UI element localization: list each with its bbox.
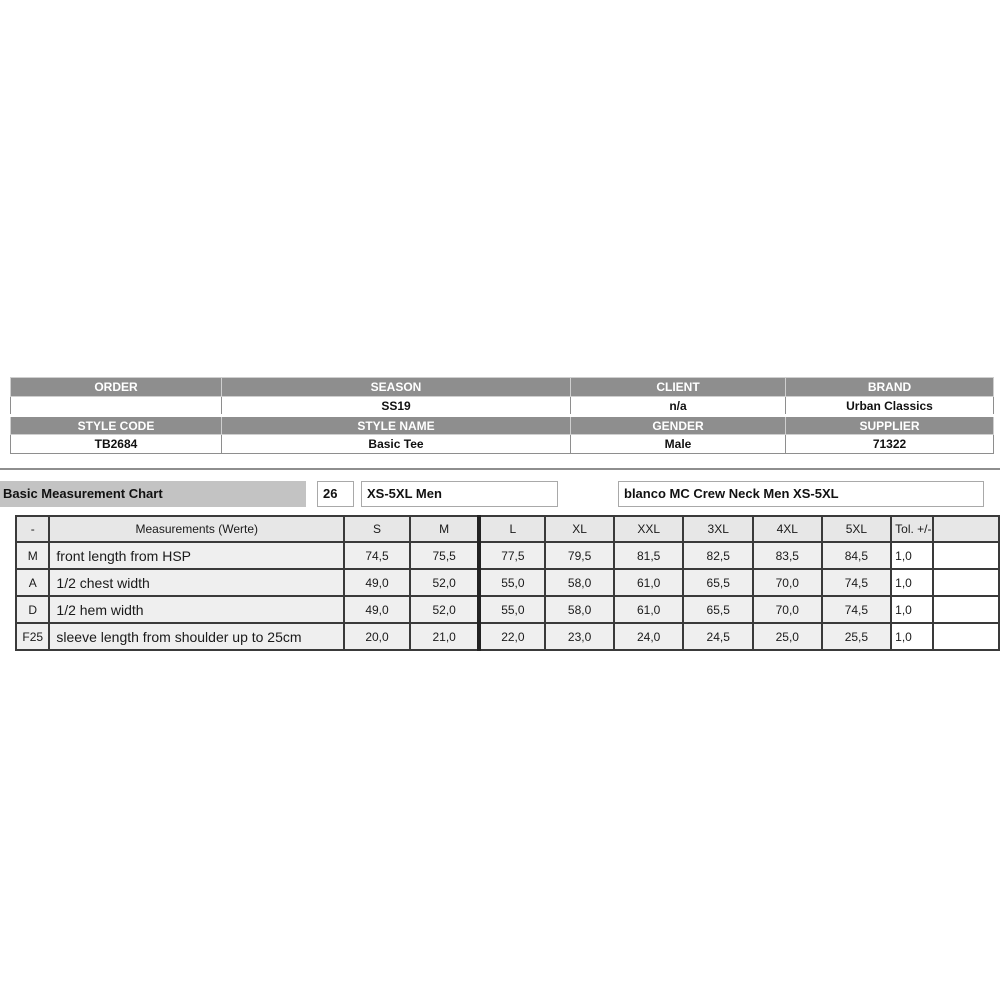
order-header: ORDER: [10, 377, 222, 397]
value-3xl: 65,5: [682, 595, 754, 624]
col-header-xl: XL: [544, 515, 615, 543]
value-empty: [931, 622, 1000, 651]
row-name: sleeve length from shoulder up to 25cm: [48, 622, 346, 651]
season-value: SS19: [221, 396, 571, 416]
value-tolerance: 1,0: [890, 568, 934, 597]
supplier-value: 71322: [785, 434, 994, 454]
gender-value: Male: [570, 434, 786, 454]
size-range-field: XS-5XL Men: [361, 481, 558, 507]
value-4xl: 70,0: [752, 595, 823, 624]
info-value-row-2: TB2684 Basic Tee Male 71322: [10, 434, 994, 454]
measurement-row-front-length: M front length from HSP 74,5 75,5 77,5 7…: [14, 541, 1000, 570]
measurement-header-row: - Measurements (Werte) S M L XL XXL 3XL …: [14, 515, 1000, 543]
measurement-table: - Measurements (Werte) S M L XL XXL 3XL …: [14, 515, 1000, 651]
value-l: 55,0: [477, 595, 547, 624]
order-value: [10, 396, 222, 416]
row-name: 1/2 chest width: [48, 568, 346, 597]
row-code: A: [14, 568, 51, 597]
gender-header: GENDER: [570, 414, 786, 435]
style-code-header: STYLE CODE: [10, 414, 222, 435]
col-header-4xl: 4XL: [752, 515, 823, 543]
value-empty: [931, 568, 1000, 597]
value-5xl: 84,5: [820, 541, 893, 570]
value-4xl: 25,0: [752, 622, 823, 651]
value-4xl: 83,5: [752, 541, 823, 570]
info-header-row-1: ORDER SEASON CLIENT BRAND: [10, 377, 994, 397]
value-l: 55,0: [477, 568, 547, 597]
value-xl: 79,5: [544, 541, 615, 570]
value-xl: 58,0: [544, 595, 615, 624]
value-m: 52,0: [408, 568, 481, 597]
row-code: D: [14, 595, 51, 624]
value-s: 49,0: [343, 568, 411, 597]
style-name-value: Basic Tee: [221, 434, 571, 454]
value-tolerance: 1,0: [890, 595, 934, 624]
value-empty: [931, 595, 1000, 624]
col-header-5xl: 5XL: [820, 515, 893, 543]
value-tolerance: 1,0: [890, 541, 934, 570]
value-xxl: 24,0: [612, 622, 685, 651]
value-5xl: 74,5: [820, 595, 893, 624]
info-value-row-1: SS19 n/a Urban Classics: [10, 396, 994, 416]
value-5xl: 25,5: [820, 622, 893, 651]
style-info-table: ORDER SEASON CLIENT BRAND SS19 n/a Urban…: [10, 377, 994, 454]
section-divider: [0, 468, 1000, 470]
value-xxl: 61,0: [612, 595, 685, 624]
value-5xl: 74,5: [820, 568, 893, 597]
client-header: CLIENT: [570, 377, 786, 397]
col-header-xxl: XXL: [612, 515, 685, 543]
measurement-row-chest-width: A 1/2 chest width 49,0 52,0 55,0 58,0 61…: [14, 568, 1000, 597]
chart-description-field: blanco MC Crew Neck Men XS-5XL: [618, 481, 984, 507]
value-m: 75,5: [408, 541, 481, 570]
style-name-header: STYLE NAME: [221, 414, 571, 435]
value-empty: [931, 541, 1000, 570]
value-3xl: 82,5: [682, 541, 754, 570]
info-header-row-2: STYLE CODE STYLE NAME GENDER SUPPLIER: [10, 414, 994, 435]
measurement-row-hem-width: D 1/2 hem width 49,0 52,0 55,0 58,0 61,0…: [14, 595, 1000, 624]
row-code: F25: [14, 622, 51, 651]
value-m: 21,0: [408, 622, 481, 651]
value-l: 77,5: [477, 541, 547, 570]
value-4xl: 70,0: [752, 568, 823, 597]
col-header-s: S: [343, 515, 411, 543]
section-title: Basic Measurement Chart: [0, 481, 306, 507]
client-value: n/a: [570, 396, 786, 416]
row-name: 1/2 hem width: [48, 595, 346, 624]
brand-value: Urban Classics: [785, 396, 994, 416]
col-header-dash: -: [14, 515, 51, 543]
col-header-l: L: [477, 515, 547, 543]
row-code: M: [14, 541, 51, 570]
value-xxl: 81,5: [612, 541, 685, 570]
value-tolerance: 1,0: [890, 622, 934, 651]
value-3xl: 24,5: [682, 622, 754, 651]
supplier-header: SUPPLIER: [785, 414, 994, 435]
value-xl: 23,0: [544, 622, 615, 651]
season-header: SEASON: [221, 377, 571, 397]
brand-header: BRAND: [785, 377, 994, 397]
col-header-empty: [931, 515, 1000, 543]
col-header-measurements: Measurements (Werte): [48, 515, 346, 543]
value-s: 20,0: [343, 622, 411, 651]
col-header-m: M: [408, 515, 481, 543]
value-m: 52,0: [408, 595, 481, 624]
value-3xl: 65,5: [682, 568, 754, 597]
measurement-row-sleeve-length: F25 sleeve length from shoulder up to 25…: [14, 622, 1000, 651]
value-l: 22,0: [477, 622, 547, 651]
chart-code-field: 26: [317, 481, 354, 507]
col-header-3xl: 3XL: [682, 515, 754, 543]
value-xl: 58,0: [544, 568, 615, 597]
col-header-tolerance: Tol. +/-: [890, 515, 934, 543]
value-xxl: 61,0: [612, 568, 685, 597]
value-s: 74,5: [343, 541, 411, 570]
style-code-value: TB2684: [10, 434, 222, 454]
row-name: front length from HSP: [48, 541, 346, 570]
value-s: 49,0: [343, 595, 411, 624]
